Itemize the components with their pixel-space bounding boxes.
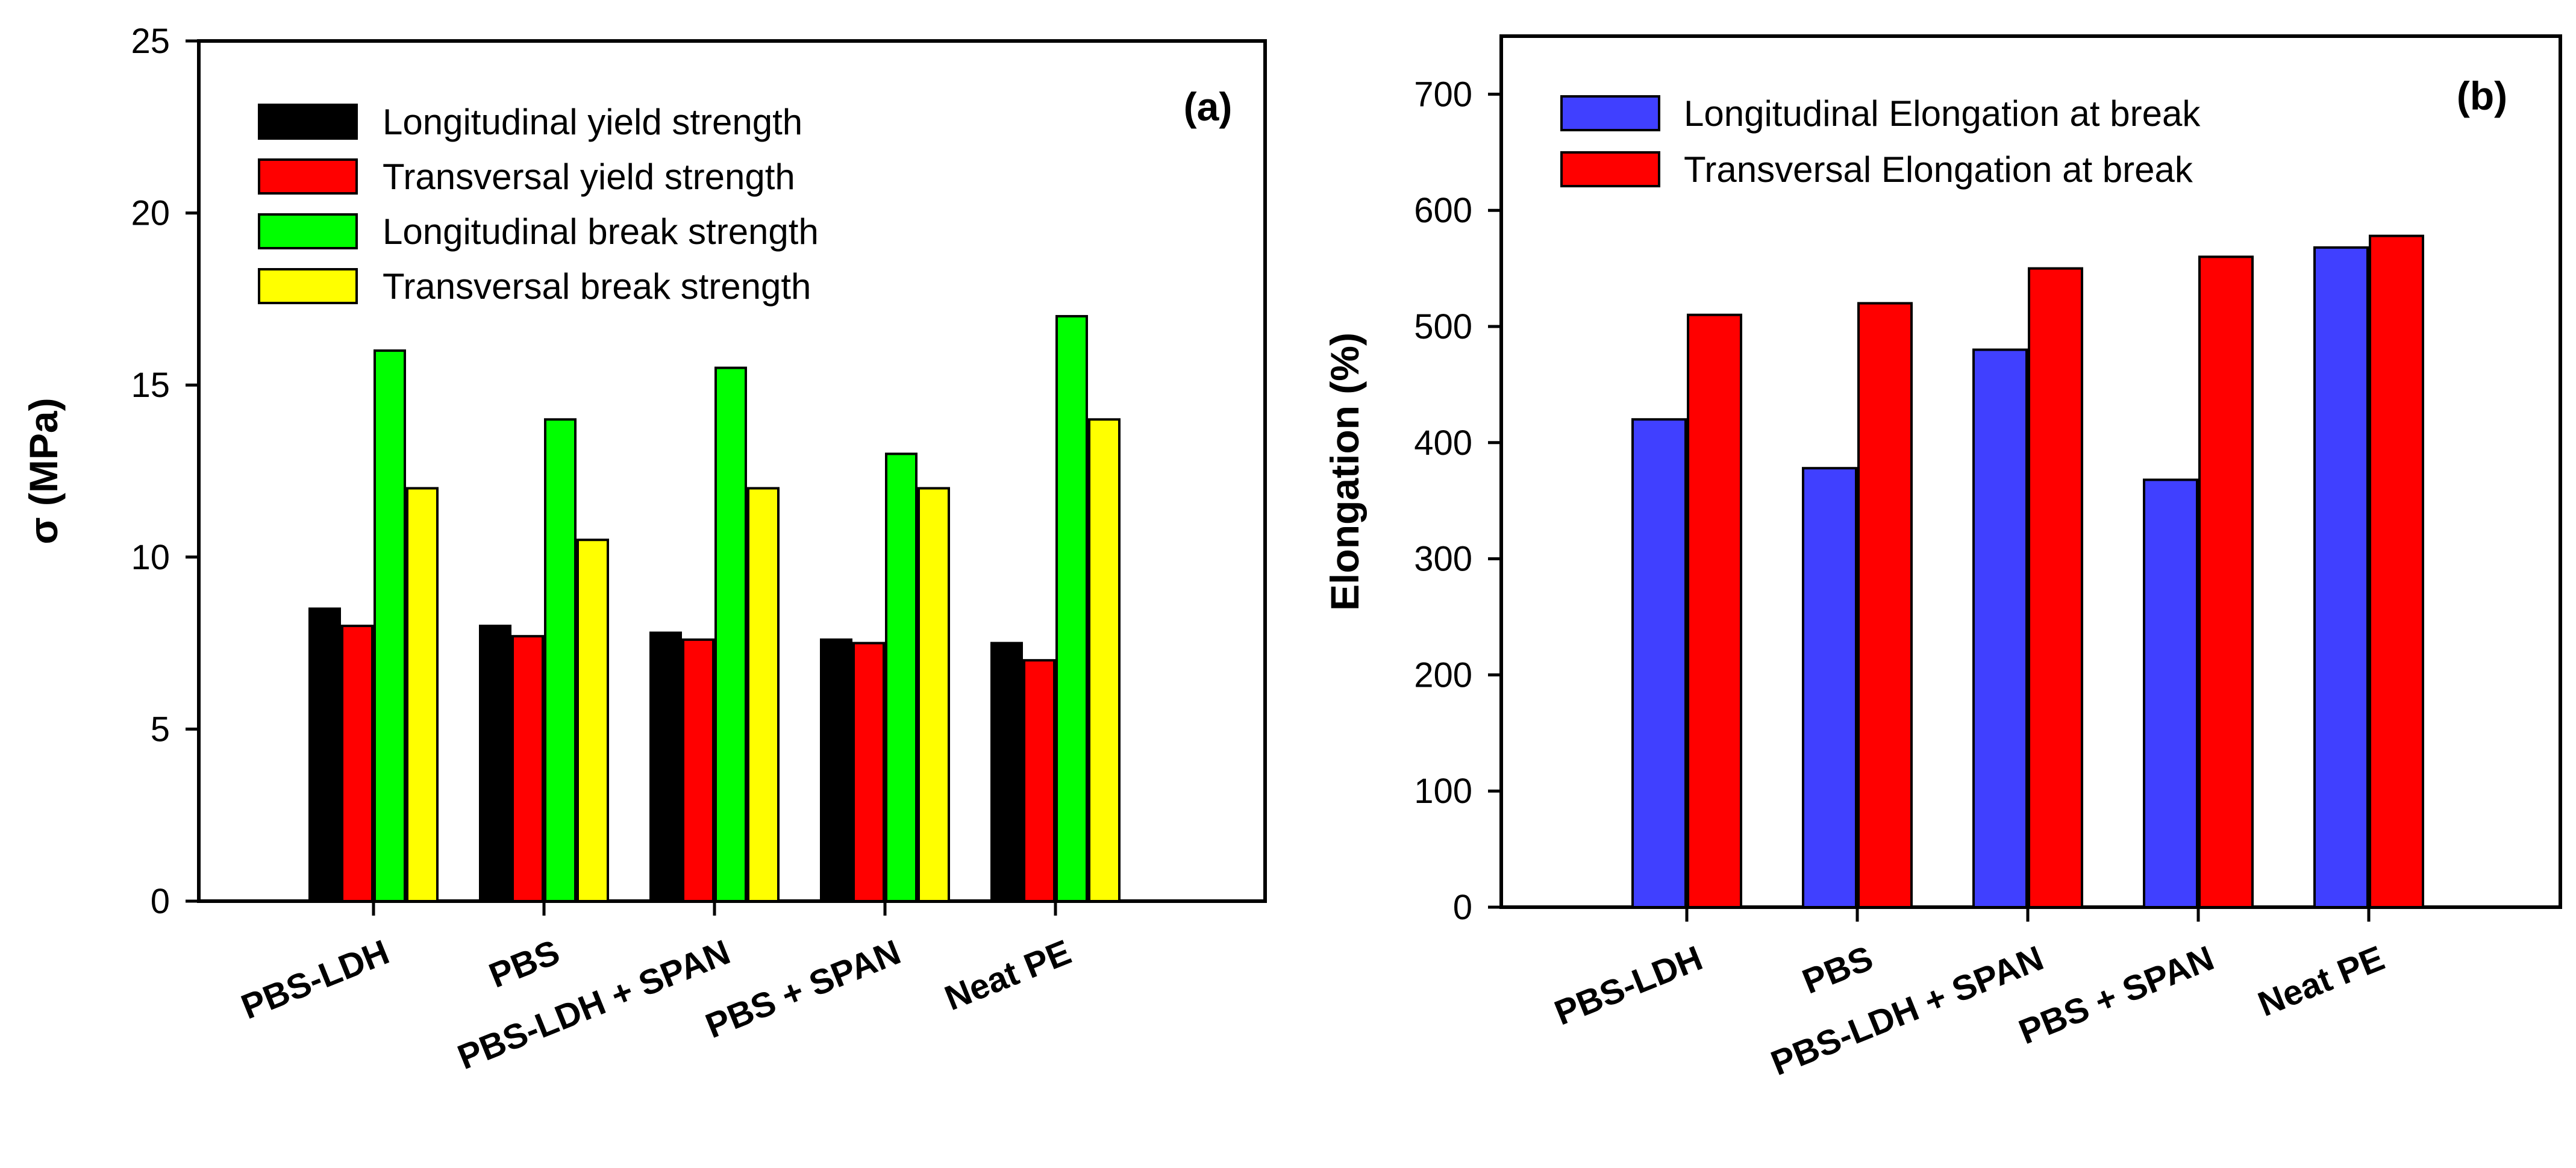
y-tick-label: 0 [1453, 888, 1472, 927]
bar-neat-pe-series-4 [1088, 418, 1121, 902]
y-tick-label: 5 [151, 710, 170, 749]
panel-label: (b) [2457, 73, 2507, 118]
legend-label: Longitudinal break strength [383, 211, 819, 252]
y-tick-label: 25 [131, 22, 170, 61]
y-tick-label: 600 [1414, 191, 1472, 230]
legend-swatch [258, 268, 358, 304]
bar-pbs-ldh-span-series-2 [2028, 267, 2083, 909]
legend-swatch [1560, 151, 1660, 187]
bar-pbs-series-2 [511, 635, 544, 903]
bar-pbs-ldh-span-series-1 [1972, 348, 2028, 908]
legend-label: Longitudinal Elongation at break [1684, 93, 2201, 134]
bar-neat-pe-series-1 [990, 642, 1023, 902]
bar-pbs-ldh-series-2 [341, 625, 374, 903]
bar-pbs-span-series-2 [852, 642, 885, 902]
bar-pbs-ldh-span-series-1 [649, 631, 682, 902]
legend-swatch [1560, 95, 1660, 131]
y-tick-label: 400 [1414, 423, 1472, 463]
bar-neat-pe-series-3 [1055, 314, 1088, 902]
y-tick-label: 300 [1414, 540, 1472, 579]
bar-pbs-ldh-span-series-2 [682, 638, 714, 902]
y-tick-label: 500 [1414, 307, 1472, 346]
legend-label: Transversal Elongation at break [1684, 149, 2193, 190]
bar-pbs-span-series-1 [2143, 478, 2198, 908]
bar-pbs-ldh-series-2 [1687, 313, 1742, 908]
y-tick-label: 100 [1414, 772, 1472, 811]
y-tick-label: 15 [131, 366, 170, 405]
y-tick-label: 700 [1414, 75, 1472, 114]
legend-label: Transversal yield strength [383, 157, 795, 197]
bar-pbs-span-series-4 [918, 487, 950, 902]
legend-label: Longitudinal yield strength [383, 102, 802, 142]
y-axis-title: σ (MPa) [21, 398, 66, 544]
legend-swatch [258, 213, 358, 249]
bar-pbs-ldh-series-1 [308, 607, 341, 902]
panel-label: (a) [1184, 84, 1233, 129]
bar-neat-pe-series-2 [1023, 659, 1055, 903]
y-tick-label: 0 [151, 882, 170, 921]
bar-pbs-span-series-3 [885, 452, 918, 902]
y-tick-label: 20 [131, 194, 170, 233]
bar-neat-pe-series-1 [2313, 246, 2369, 908]
bar-pbs-series-1 [479, 625, 511, 903]
bar-pbs-series-4 [577, 539, 609, 902]
bar-pbs-series-2 [1857, 302, 1913, 908]
legend-swatch [258, 104, 358, 140]
bar-pbs-ldh-series-4 [406, 487, 439, 902]
y-tick-label: 10 [131, 538, 170, 577]
bar-pbs-series-3 [544, 418, 577, 902]
legend-label: Transversal break strength [383, 266, 811, 307]
y-tick-label: 200 [1414, 655, 1472, 695]
y-axis-title: Elongation (%) [1322, 333, 1367, 611]
bar-pbs-ldh-span-series-3 [714, 366, 747, 902]
bar-pbs-span-series-1 [820, 638, 852, 902]
legend-swatch [258, 158, 358, 195]
bar-pbs-ldh-series-1 [1631, 418, 1687, 908]
bar-pbs-series-1 [1802, 467, 1857, 908]
bar-pbs-span-series-2 [2198, 255, 2254, 909]
bar-pbs-ldh-series-3 [374, 349, 406, 902]
bar-neat-pe-series-2 [2369, 234, 2424, 909]
bar-pbs-ldh-span-series-4 [747, 487, 780, 902]
